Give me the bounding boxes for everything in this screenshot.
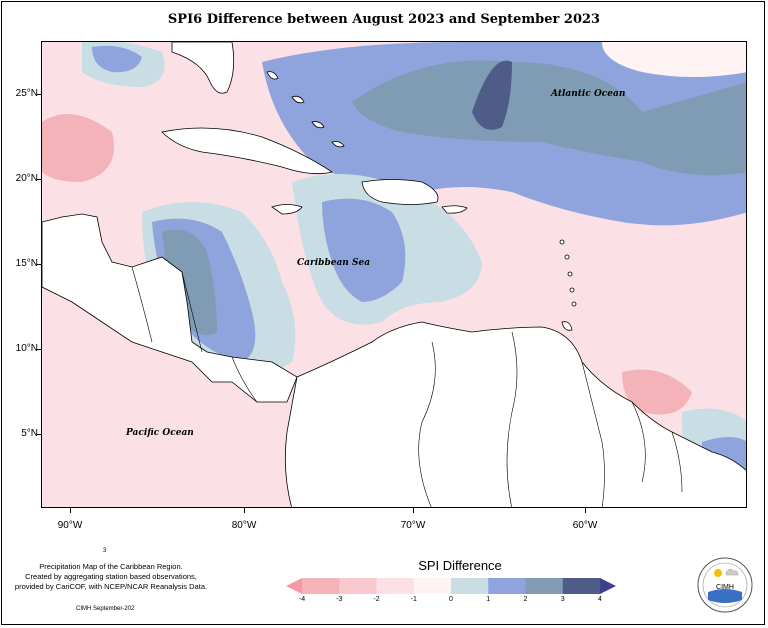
antilles-island xyxy=(567,271,573,277)
antilles-island xyxy=(564,254,570,260)
antilles-island xyxy=(569,287,575,293)
lat-tick-mark xyxy=(37,349,42,350)
legend-swatch xyxy=(339,578,377,594)
bahamas-island xyxy=(331,141,345,148)
legend-tick-label: -1 xyxy=(410,596,417,603)
anomaly-region xyxy=(322,198,406,302)
legend-swatch xyxy=(413,578,452,594)
lat-tick-25: 25°N xyxy=(15,88,38,99)
lon-tick-80: 80°W xyxy=(231,520,257,531)
pacific-ocean-label: Pacific Ocean xyxy=(126,428,194,438)
legend-tick-label: -2 xyxy=(373,596,380,603)
page-number: 3 xyxy=(103,548,107,554)
anomaly-region xyxy=(622,369,692,415)
logo-text: CIMH xyxy=(716,584,734,591)
footer-date: CIMH September-202 xyxy=(76,606,135,612)
lon-tick-70: 70°W xyxy=(400,520,426,531)
bahamas-island xyxy=(291,95,305,104)
anomaly-region xyxy=(42,114,114,182)
central-america xyxy=(42,213,298,403)
legend-swatch xyxy=(451,578,489,594)
legend-tick-label: -4 xyxy=(298,596,306,603)
border-line xyxy=(506,331,518,507)
antilles-island xyxy=(571,301,577,307)
puerto-rico-island xyxy=(441,205,468,214)
anomaly-region xyxy=(162,229,217,336)
border-line xyxy=(418,341,436,507)
legend-tick-label: 1 xyxy=(486,596,491,603)
legend-tick-label: 2 xyxy=(523,596,528,603)
legend-ticks: -4 -3 -2 -1 0 1 2 3 4 xyxy=(286,596,616,608)
lat-tick-10: 10°N xyxy=(15,343,38,354)
lat-tick-15: 15°N xyxy=(15,258,38,269)
credit-text: Precipitation Map of the Caribbean Regio… xyxy=(6,562,216,592)
legend-swatch xyxy=(302,578,340,594)
legend-swatch-max xyxy=(600,578,616,594)
spi-map-canvas xyxy=(42,42,746,507)
legend-tick-label: 4 xyxy=(598,596,602,603)
credit-line-1: Precipitation Map of the Caribbean Regio… xyxy=(39,562,183,571)
border-line xyxy=(231,356,258,403)
border-line xyxy=(181,271,203,353)
legend-swatch xyxy=(376,578,415,594)
trinidad-island xyxy=(561,321,573,331)
credit-line-3: provided by CariCOF, with NCEP/NCAR Rean… xyxy=(14,582,208,591)
lat-tick-5: 5°N xyxy=(21,428,38,439)
cuba-island xyxy=(161,127,333,175)
lat-tick-mark xyxy=(37,434,42,435)
anomaly-region xyxy=(92,45,142,73)
country-borders xyxy=(131,266,683,507)
lon-tick-mark xyxy=(585,508,586,513)
border-line xyxy=(671,431,683,493)
legend-tick-label: 3 xyxy=(560,596,565,603)
legend-tick-label: 0 xyxy=(449,596,453,603)
lat-tick-mark xyxy=(37,179,42,180)
hispaniola-island xyxy=(361,179,439,205)
caribbean-sea-label: Caribbean Sea xyxy=(297,258,371,268)
anomaly-region xyxy=(352,60,746,176)
border-line xyxy=(581,361,605,507)
map-title: SPI6 Difference between August 2023 and … xyxy=(167,12,601,27)
border-line xyxy=(631,401,646,483)
lat-tick-mark xyxy=(37,94,42,95)
bahamas-island xyxy=(266,71,279,80)
legend-swatch xyxy=(488,578,526,594)
antilles-island xyxy=(559,239,565,245)
lon-tick-mark xyxy=(70,508,71,513)
jamaica-island xyxy=(271,204,303,215)
legend-colorbar xyxy=(286,578,616,594)
bahamas-island xyxy=(311,121,325,129)
anomaly-region xyxy=(472,60,512,130)
lat-tick-mark xyxy=(37,264,42,265)
atlantic-ocean-label: Atlantic Ocean xyxy=(551,89,626,99)
anomaly-region xyxy=(602,42,746,77)
lon-tick-90: 90°W xyxy=(57,520,83,531)
florida-peninsula xyxy=(171,42,235,94)
spi-map xyxy=(41,41,747,508)
lon-tick-60: 60°W xyxy=(572,520,598,531)
lat-tick-20: 20°N xyxy=(15,173,38,184)
lon-tick-mark xyxy=(413,508,414,513)
legend-swatch xyxy=(562,578,601,594)
legend-tick-label: -3 xyxy=(336,596,343,603)
border-line xyxy=(131,266,153,343)
legend-swatch xyxy=(525,578,564,594)
cimh-logo-icon: CIMH xyxy=(697,557,753,613)
legend-swatch-min xyxy=(286,578,302,594)
legend-title: SPI Difference xyxy=(418,558,502,573)
credit-line-2: Created by aggregating station based obs… xyxy=(25,572,197,581)
lon-tick-mark xyxy=(244,508,245,513)
